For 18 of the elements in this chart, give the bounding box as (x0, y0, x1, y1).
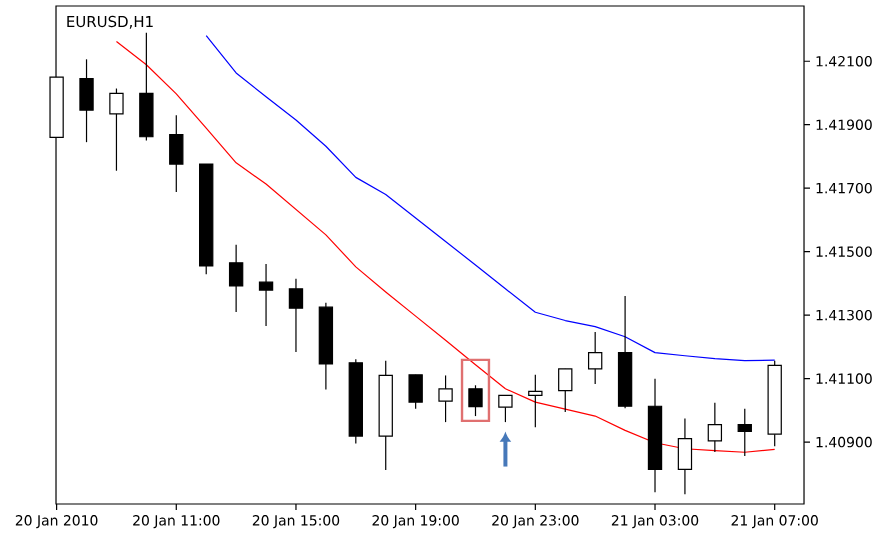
candlestick (707, 402, 723, 453)
candlestick (558, 368, 573, 413)
candlestick (169, 114, 184, 193)
candlestick (288, 278, 304, 353)
candlestick (228, 244, 244, 313)
candlestick (587, 331, 603, 385)
candlestick (468, 384, 483, 417)
candlestick (139, 32, 154, 142)
candlestick (408, 374, 423, 410)
candlestick (109, 87, 124, 172)
line-series (205, 34, 776, 362)
candlestick (258, 263, 274, 327)
candlestick (438, 374, 453, 423)
candlestick (737, 408, 752, 457)
candlestick (79, 58, 94, 143)
candlestick (528, 374, 543, 428)
candlestick (498, 394, 513, 423)
candlestick (677, 418, 693, 495)
